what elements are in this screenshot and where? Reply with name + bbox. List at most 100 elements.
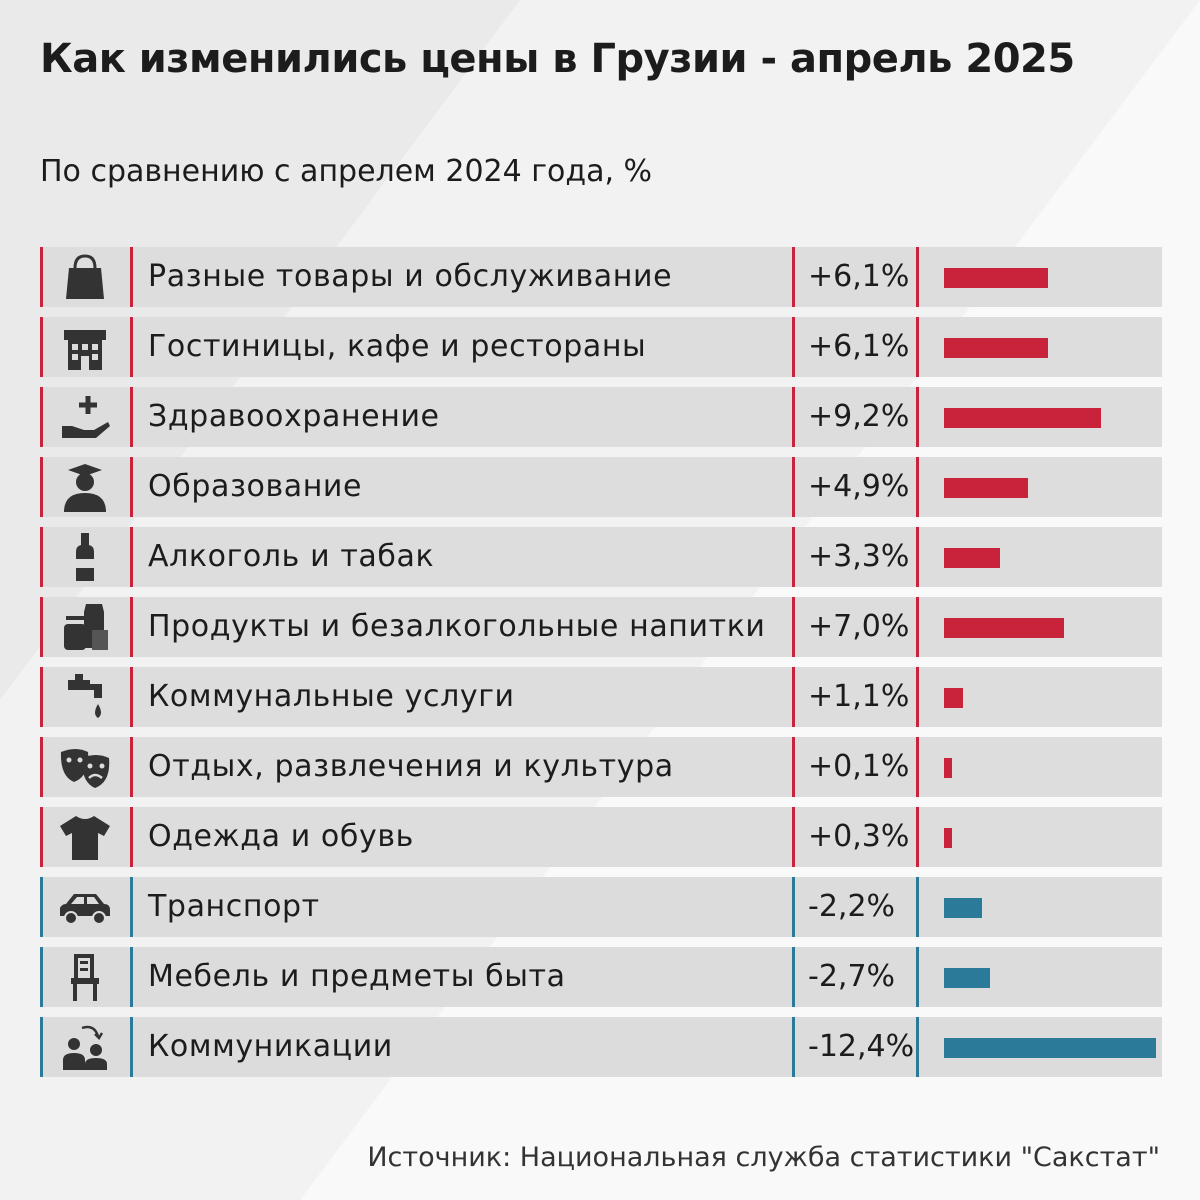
bar (944, 408, 1101, 428)
value-label: -12,4% (808, 1029, 915, 1064)
row-divider (792, 667, 795, 727)
chart-row: Разные товары и обслуживание +6,1% (40, 247, 1162, 307)
row-divider (916, 877, 919, 937)
row-divider (916, 247, 919, 307)
row-divider (130, 527, 133, 587)
row-divider (916, 1017, 919, 1077)
row-divider (130, 877, 133, 937)
row-divider (792, 1017, 795, 1077)
row-divider (792, 947, 795, 1007)
chart-row: Здравоохранение +9,2% (40, 387, 1162, 447)
bar (944, 618, 1064, 638)
bar (944, 828, 952, 848)
row-divider (792, 877, 795, 937)
value-label: +1,1% (808, 679, 910, 714)
row-divider (130, 457, 133, 517)
bar (944, 1038, 1156, 1058)
chart-row: Коммуникации -12,4% (40, 1017, 1162, 1077)
chart-row: Одежда и обувь +0,3% (40, 807, 1162, 867)
chair-icon (58, 952, 112, 1002)
category-label: Образование (148, 469, 363, 504)
row-divider (40, 527, 43, 587)
shopping-bag-icon (58, 252, 112, 302)
row-divider (40, 247, 43, 307)
value-label: +0,1% (808, 749, 910, 784)
row-divider (792, 317, 795, 377)
row-divider (130, 737, 133, 797)
row-background (40, 737, 1162, 797)
bar (944, 688, 963, 708)
row-background (40, 807, 1162, 867)
row-divider (792, 387, 795, 447)
groceries-icon (58, 602, 112, 652)
row-divider (130, 947, 133, 1007)
chart-row: Транспорт -2,2% (40, 877, 1162, 937)
bar (944, 968, 990, 988)
category-label: Одежда и обувь (148, 819, 414, 854)
row-divider (916, 807, 919, 867)
row-divider (130, 667, 133, 727)
chart-row: Отдых, развлечения и культура +0,1% (40, 737, 1162, 797)
row-divider (40, 947, 43, 1007)
chart-row: Гостиницы, кафе и рестораны +6,1% (40, 317, 1162, 377)
source-note: Источник: Национальная служба статистики… (367, 1142, 1160, 1173)
row-divider (792, 737, 795, 797)
chart-row: Алкоголь и табак +3,3% (40, 527, 1162, 587)
row-divider (130, 317, 133, 377)
health-hand-plus-icon (58, 392, 112, 442)
chart-row: Коммунальные услуги +1,1% (40, 667, 1162, 727)
row-divider (916, 597, 919, 657)
row-divider (792, 807, 795, 867)
water-tap-icon (58, 672, 112, 722)
bar (944, 478, 1028, 498)
row-divider (916, 527, 919, 587)
row-divider (40, 317, 43, 377)
bar (944, 548, 1000, 568)
theater-masks-icon (58, 742, 112, 792)
communication-people-icon (58, 1022, 112, 1072)
row-divider (130, 387, 133, 447)
category-label: Разные товары и обслуживание (148, 259, 673, 294)
value-label: +9,2% (808, 399, 910, 434)
bar (944, 758, 952, 778)
chart-row: Образование +4,9% (40, 457, 1162, 517)
chart-subtitle: По сравнению с апрелем 2024 года, % (40, 154, 653, 189)
category-label: Здравоохранение (148, 399, 440, 434)
value-label: +6,1% (808, 329, 910, 364)
value-label: +7,0% (808, 609, 910, 644)
row-divider (916, 947, 919, 1007)
category-label: Коммуникации (148, 1029, 393, 1064)
chart-row: Продукты и безалкогольные напитки +7,0% (40, 597, 1162, 657)
category-label: Коммунальные услуги (148, 679, 515, 714)
hotel-building-icon (58, 322, 112, 372)
row-divider (916, 667, 919, 727)
chart-row: Мебель и предметы быта -2,7% (40, 947, 1162, 1007)
row-divider (40, 877, 43, 937)
value-label: +0,3% (808, 819, 910, 854)
row-divider (40, 457, 43, 517)
category-label: Продукты и безалкогольные напитки (148, 609, 766, 644)
row-divider (40, 737, 43, 797)
bar (944, 898, 982, 918)
tshirt-icon (58, 812, 112, 862)
category-label: Алкоголь и табак (148, 539, 435, 574)
category-label: Мебель и предметы быта (148, 959, 566, 994)
row-divider (916, 387, 919, 447)
row-divider (40, 667, 43, 727)
row-divider (40, 597, 43, 657)
row-divider (40, 807, 43, 867)
car-icon (58, 882, 112, 932)
row-background (40, 667, 1162, 727)
row-divider (916, 317, 919, 377)
bar (944, 268, 1048, 288)
value-label: +3,3% (808, 539, 910, 574)
bar (944, 338, 1048, 358)
row-divider (130, 1017, 133, 1077)
value-label: +6,1% (808, 259, 910, 294)
value-label: -2,7% (808, 959, 896, 994)
row-divider (130, 597, 133, 657)
row-divider (792, 527, 795, 587)
chart-title: Как изменились цены в Грузии - апрель 20… (40, 36, 1075, 82)
row-divider (40, 387, 43, 447)
